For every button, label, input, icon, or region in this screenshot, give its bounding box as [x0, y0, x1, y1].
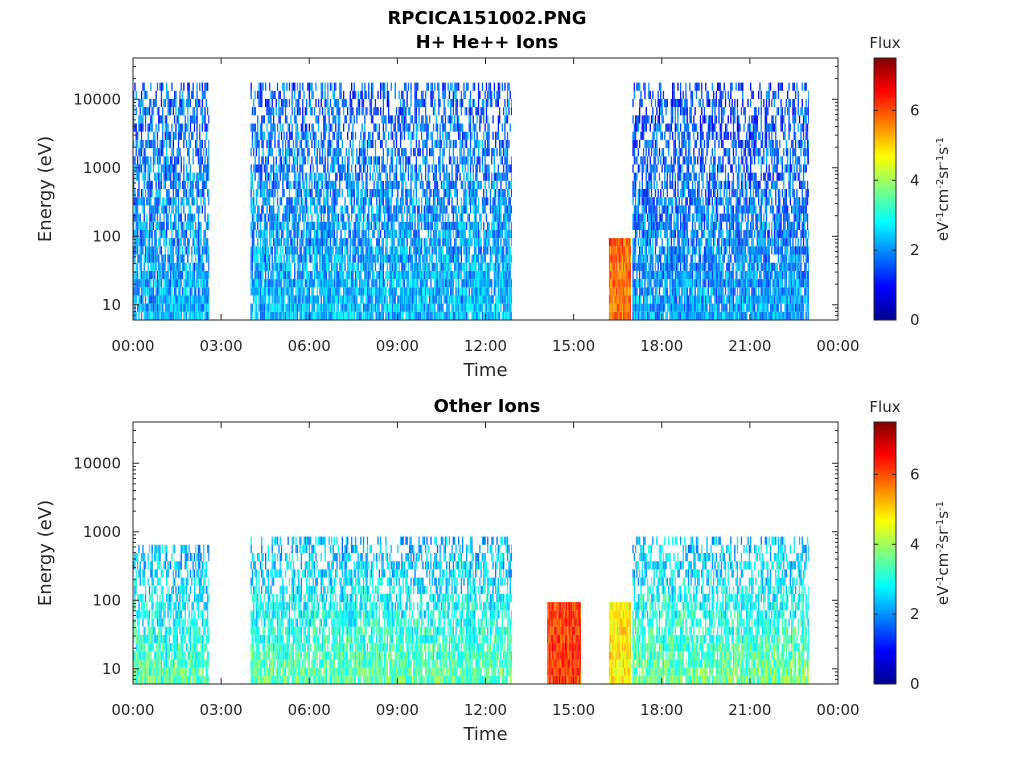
panel-title-other-ions: Other Ions: [434, 396, 541, 417]
y-tick-label: 1000: [83, 523, 121, 541]
y-tick-label: 10000: [73, 454, 121, 472]
x-tick-label: 06:00: [288, 701, 331, 719]
colorbar-tick-label: 6: [910, 101, 920, 119]
colorbar: Flux 0 2 4 6 eV-1cm-2sr-1s-1: [869, 398, 952, 693]
x-tick-label: 00:00: [816, 337, 859, 355]
x-tick-label: 12:00: [464, 337, 507, 355]
y-tick-label: 10: [102, 660, 121, 678]
figure-title-line-2: H+ He++ Ions: [416, 32, 559, 53]
data-segment-2: [608, 238, 631, 320]
data-segment-1: [250, 82, 512, 320]
data-segment-3: [632, 82, 809, 320]
y-tick-label: 1000: [83, 159, 121, 177]
data-segment-3: [608, 602, 631, 684]
colorbar-tick-label: 0: [910, 311, 920, 329]
colorbar-gradient: [873, 57, 897, 321]
x-tick-label: 09:00: [376, 701, 419, 719]
colorbar-gradient: [873, 421, 897, 685]
spectrogram-panel-other-ions: 00:00 03:00 06:00 09:00 12:00 15:00 18:00 21:00…: [35, 398, 952, 745]
x-tick-label: 12:00: [464, 701, 507, 719]
colorbar-tick-label: 0: [910, 675, 920, 693]
x-tick-label: 03:00: [200, 337, 243, 355]
colorbar-tick-label: 6: [910, 465, 920, 483]
y-axis-label: Energy (eV): [35, 136, 56, 242]
y-tick-label: 10: [102, 296, 121, 314]
x-tick-label: 00:00: [816, 701, 859, 719]
x-tick-label: 00:00: [111, 337, 154, 355]
figure-title-line-1: RPCICA151002.PNG: [387, 8, 586, 29]
x-axis-label: Time: [462, 360, 507, 381]
colorbar-units-label: eV-1cm-2sr-1s-1: [934, 501, 952, 605]
x-tick-label: 21:00: [728, 337, 771, 355]
spectrogram-panel-h-he-ions: 00:00 03:00 06:00 09:00 12:00 15:00 18:00 21:00…: [35, 34, 952, 381]
colorbar-title: Flux: [869, 34, 900, 52]
x-tick-label: 18:00: [640, 701, 683, 719]
colorbar-tick-label: 2: [910, 241, 920, 259]
x-tick-label: 03:00: [200, 701, 243, 719]
spectrogram-cells: [133, 82, 809, 320]
y-axis-label: Energy (eV): [35, 500, 56, 606]
spectrogram-cells: [133, 536, 809, 684]
colorbar-title: Flux: [869, 398, 900, 416]
data-segment-2: [547, 602, 581, 684]
colorbar-tick-label: 4: [910, 535, 920, 553]
y-tick-label: 10000: [73, 90, 121, 108]
colorbar-tick-label: 2: [910, 605, 920, 623]
y-tick-label: 100: [92, 227, 121, 245]
x-tick-label: 09:00: [376, 337, 419, 355]
x-tick-label: 21:00: [728, 701, 771, 719]
colorbar-units-label: eV-1cm-2sr-1s-1: [934, 137, 952, 241]
colorbar: Flux 0 2 4 6 eV-1cm-2sr-1s-1: [869, 34, 952, 329]
data-segment-4: [632, 536, 809, 684]
colorbar-tick-label: 4: [910, 171, 920, 189]
x-tick-label: 06:00: [288, 337, 331, 355]
x-axis-label: Time: [462, 724, 507, 745]
x-tick-label: 15:00: [552, 701, 595, 719]
x-tick-label: 00:00: [111, 701, 154, 719]
y-tick-label: 100: [92, 591, 121, 609]
data-segment-0: [133, 82, 210, 320]
x-tick-label: 15:00: [552, 337, 595, 355]
data-segment-1: [250, 536, 512, 684]
x-tick-label: 18:00: [640, 337, 683, 355]
data-segment-0: [133, 544, 210, 684]
